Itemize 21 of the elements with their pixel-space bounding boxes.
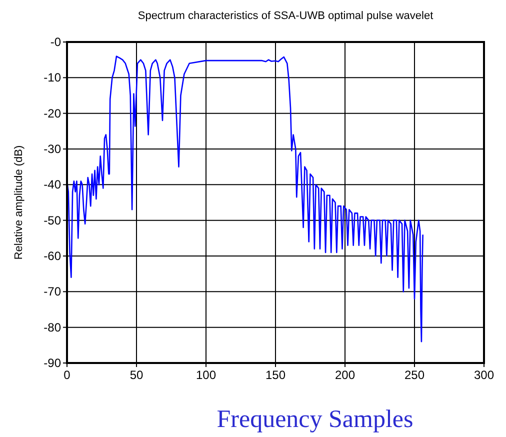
y-tick-label: -50 (44, 213, 62, 228)
x-tick-label: 100 (196, 368, 216, 382)
x-tick-label: 250 (404, 368, 425, 382)
x-tick-label: 300 (474, 368, 494, 382)
x-tick-label: 200 (334, 368, 356, 382)
y-tick-label: -80 (44, 320, 62, 334)
x-tick-label: 150 (265, 368, 286, 382)
y-tick-label: -10 (44, 70, 62, 85)
y-tick-label: -90 (44, 356, 62, 370)
y-tick-label: -60 (44, 249, 62, 263)
x-tick-label: 50 (130, 368, 144, 382)
y-tick-label: -70 (44, 284, 62, 299)
y-tick-label: -40 (44, 178, 62, 192)
x-axis-title: Frequency Samples (216, 406, 414, 433)
y-tick-label: -0 (50, 35, 62, 49)
y-axis-title: Relative amplitude (dB) (13, 145, 25, 260)
y-tick-label: -30 (44, 142, 62, 156)
chart-title: Spectrum characteristics of SSA-UWB optimal pulse wavelet (138, 10, 434, 22)
y-tick-label: -20 (44, 106, 62, 120)
x-tick-label: 0 (64, 368, 71, 382)
line-series (66, 56, 424, 342)
